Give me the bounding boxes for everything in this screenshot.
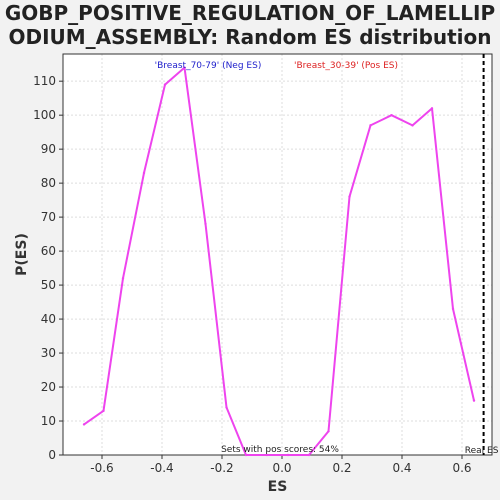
data-point [307, 453, 311, 457]
data-point [411, 124, 414, 127]
data-point [348, 195, 351, 198]
y-tick-label: 110 [33, 74, 56, 88]
series-line [83, 66, 475, 456]
data-point [82, 423, 86, 426]
y-tick-label: 30 [41, 346, 56, 360]
y-tick-label: 10 [41, 414, 56, 428]
y-tick-label: 0 [48, 448, 56, 462]
y-tick-label: 70 [41, 210, 56, 224]
data-point [102, 409, 105, 413]
data-point [225, 406, 228, 409]
y-tick-label: 100 [33, 108, 56, 122]
data-point [121, 277, 125, 280]
x-tick-label: -0.6 [90, 461, 113, 475]
y-tick-label: 90 [41, 142, 56, 156]
data-point [451, 307, 455, 311]
data-point [183, 66, 186, 69]
pos-scores-annotation: Sets with pos scores: 54% [221, 445, 339, 455]
real-es-label: Real ES [465, 446, 499, 456]
data-point [204, 222, 207, 226]
legend-entry: 'Breast_70-79' (Neg ES) [155, 61, 262, 71]
data-point [163, 83, 167, 86]
legend-entry: 'Breast_30-39' (Pos ES) [294, 61, 398, 71]
data-point [327, 430, 330, 433]
y-tick-label: 40 [41, 312, 56, 326]
y-tick-label: 80 [41, 176, 56, 190]
x-tick-label: 0.4 [392, 461, 411, 475]
y-axis-label: P(ES) [14, 233, 30, 276]
x-tick-label: 0.6 [452, 461, 471, 475]
axes-layer: 0 10 20 30 40 50 60 70 80 90 100 110 -0.6 -0.4 -0.2 0.0… [14, 53, 493, 495]
x-tick-label: -0.2 [210, 461, 233, 475]
x-tick-label: -0.4 [150, 461, 173, 475]
chart-title: GOBP_POSITIVE_REGULATION_OF_LAMELLIP ODI… [0, 1, 500, 49]
y-tick-label: 60 [41, 244, 56, 258]
x-tick-label: 0.0 [272, 461, 291, 475]
plot-area [63, 54, 492, 455]
x-axis-label: ES [268, 479, 288, 495]
y-tick-label: 50 [41, 278, 56, 292]
chart-title-line-2: ODIUM_ASSEMBLY: Random ES distribution [8, 25, 492, 49]
series-layer [82, 66, 476, 457]
annotations: Real ES Sets with pos scores: 54% [221, 54, 499, 456]
legend: 'Breast_70-79' (Neg ES) 'Breast_30-39' (P… [155, 61, 398, 71]
y-tick-label: 20 [41, 380, 56, 394]
data-point [430, 107, 434, 110]
data-point [472, 399, 476, 402]
x-tick-label: 0.2 [332, 461, 351, 475]
chart-title-line-1: GOBP_POSITIVE_REGULATION_OF_LAMELLIP [4, 1, 496, 25]
data-point [142, 171, 146, 175]
data-point [369, 124, 372, 127]
data-point [244, 453, 248, 457]
grid-layer [63, 54, 492, 456]
data-point [286, 453, 290, 457]
data-point [390, 113, 393, 117]
data-point [265, 453, 269, 457]
